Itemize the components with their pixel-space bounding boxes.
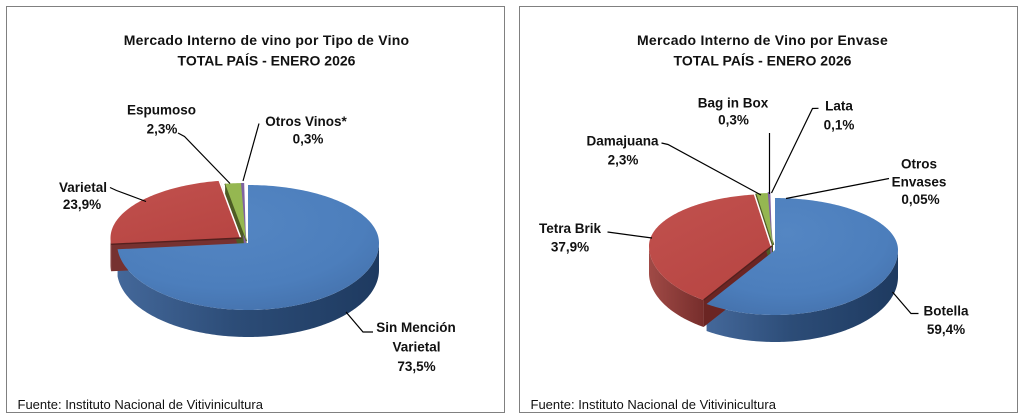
svg-text:Espumoso: Espumoso	[127, 103, 196, 118]
svg-text:59,4%: 59,4%	[927, 322, 965, 337]
svg-text:0,1%: 0,1%	[824, 118, 855, 133]
svg-text:Varietal: Varietal	[59, 180, 107, 195]
svg-text:Envases: Envases	[892, 175, 947, 190]
svg-text:Mercado Interno de Vino por En: Mercado Interno de Vino por Envase	[637, 32, 888, 48]
svg-text:Mercado Interno de vino por Ti: Mercado Interno de vino por Tipo de Vino	[124, 32, 410, 48]
svg-text:2,3%: 2,3%	[147, 122, 178, 137]
svg-text:Tetra Brik: Tetra Brik	[539, 221, 602, 236]
svg-text:Bag in Box: Bag in Box	[698, 96, 769, 111]
svg-text:Damajuana: Damajuana	[586, 134, 659, 149]
svg-text:0,3%: 0,3%	[718, 113, 749, 128]
svg-text:Fuente: Instituto Nacional de: Fuente: Instituto Nacional de Vitivinicu…	[18, 397, 264, 412]
svg-text:Lata: Lata	[825, 99, 853, 114]
svg-text:TOTAL PAÍS - ENERO 2026: TOTAL PAÍS - ENERO 2026	[674, 53, 852, 69]
svg-text:23,9%: 23,9%	[63, 197, 101, 212]
svg-text:0,3%: 0,3%	[293, 132, 324, 147]
svg-text:Fuente: Instituto Nacional de: Fuente: Instituto Nacional de Vitivinicu…	[531, 397, 777, 412]
svg-text:Otros Vinos*: Otros Vinos*	[265, 114, 347, 129]
svg-text:Sin Mención: Sin Mención	[376, 320, 456, 335]
svg-text:Otros: Otros	[901, 157, 937, 172]
svg-text:TOTAL PAÍS - ENERO 2026: TOTAL PAÍS - ENERO 2026	[178, 53, 356, 69]
svg-text:Varietal: Varietal	[392, 340, 440, 355]
svg-text:73,5%: 73,5%	[397, 359, 435, 374]
svg-text:2,3%: 2,3%	[608, 153, 639, 168]
svg-text:37,9%: 37,9%	[551, 240, 589, 255]
svg-text:0,05%: 0,05%	[901, 192, 939, 207]
svg-text:Botella: Botella	[923, 304, 969, 319]
